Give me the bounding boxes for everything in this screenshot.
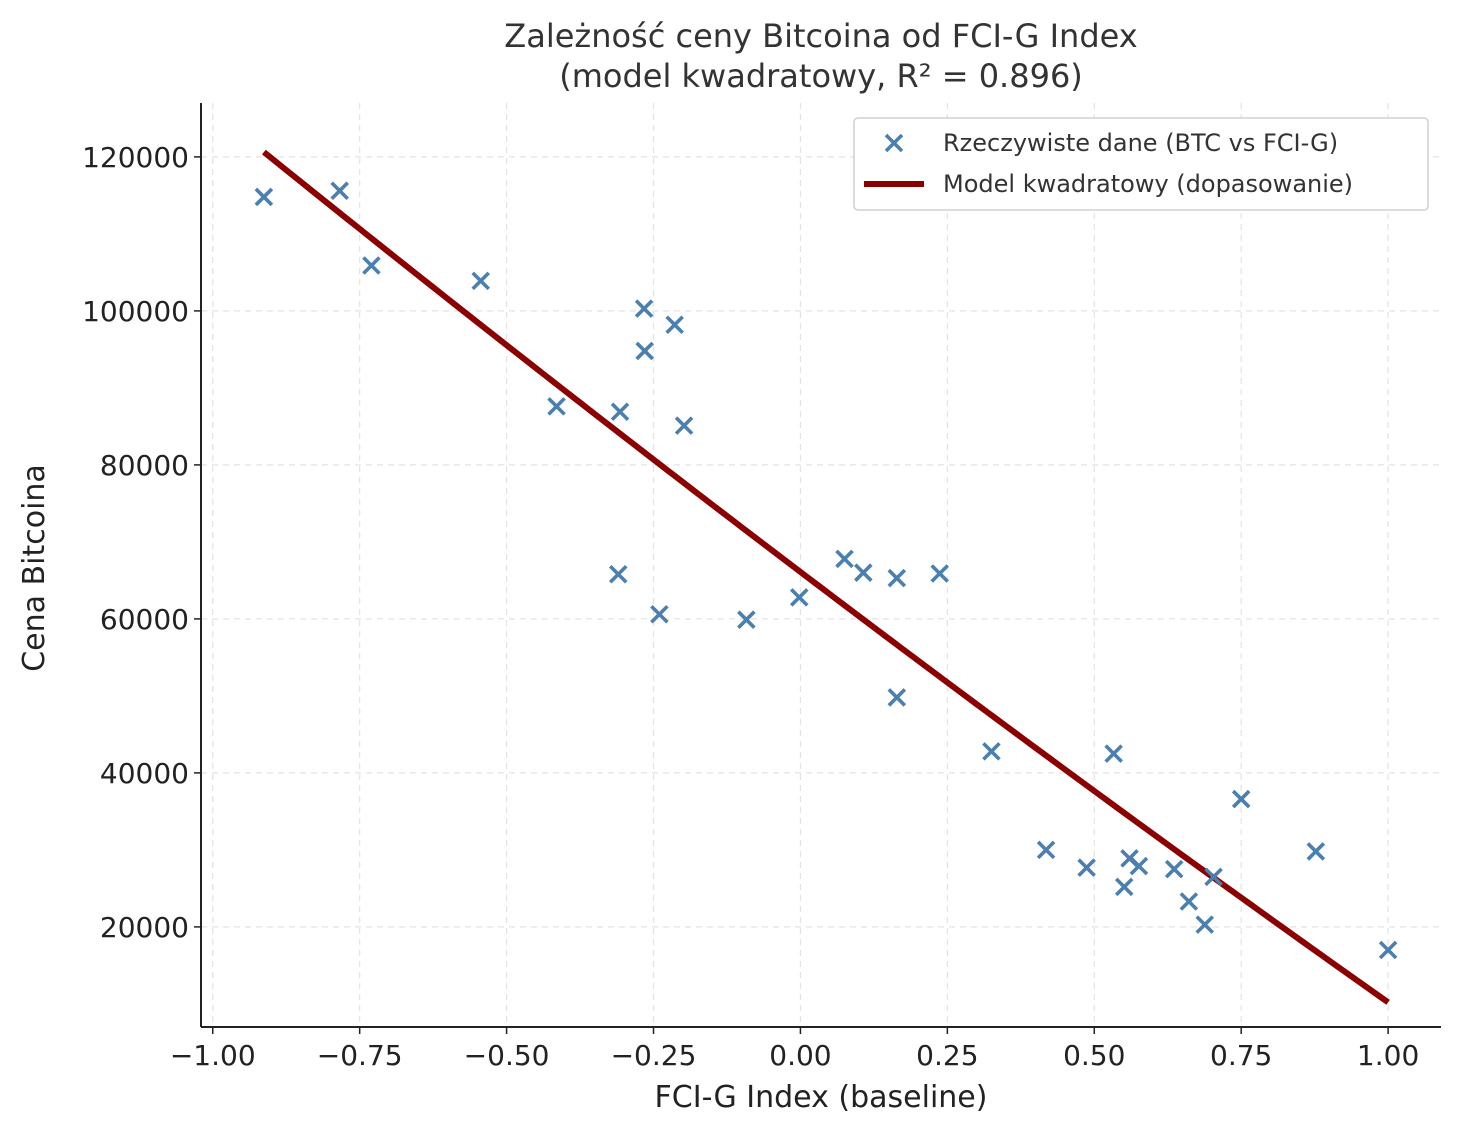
y-tick-label: 20000 (100, 911, 189, 944)
x-tick-label: 0.50 (1063, 1039, 1125, 1072)
x-tick-label: 0.75 (1210, 1039, 1272, 1072)
data-point (1129, 856, 1149, 876)
grid-layer (201, 103, 1441, 1027)
x-tick-label: 0.00 (769, 1039, 831, 1072)
chart-title: Zależność ceny Bitcoina od FCI-G Index (504, 17, 1137, 55)
data-point (1306, 842, 1326, 861)
data-point (362, 256, 381, 275)
data-point (982, 742, 1001, 761)
x-tick-label: −0.50 (464, 1039, 550, 1072)
data-point (635, 341, 654, 361)
data-point (1195, 915, 1215, 934)
data-point (665, 315, 684, 335)
chart-subtitle: (model kwadratowy, R² = 0.896) (559, 57, 1083, 95)
data-point (930, 564, 949, 583)
x-tick-label: −1.00 (170, 1039, 256, 1072)
legend-marker-scatter (884, 133, 904, 153)
data-point (608, 564, 628, 584)
data-point (1179, 892, 1199, 911)
data-point (1204, 867, 1223, 887)
data-point (887, 688, 907, 707)
points-layer (254, 181, 1398, 960)
data-point (854, 563, 873, 582)
legend-box (853, 117, 1429, 211)
legend: Rzeczywiste dane (BTC vs FCI-G) Model kw… (853, 117, 1429, 211)
data-point (471, 271, 491, 291)
y-tick-label: 80000 (100, 449, 189, 482)
data-point (254, 187, 274, 207)
data-point (674, 416, 694, 435)
y-tick-label: 40000 (100, 757, 189, 790)
y-tick-label: 120000 (82, 141, 189, 174)
data-point (330, 181, 349, 201)
x-tick-label: 1.00 (1357, 1039, 1419, 1072)
data-point (634, 299, 654, 318)
data-point (547, 397, 566, 416)
y-tick-label: 60000 (100, 603, 189, 636)
x-tick-label: −0.25 (611, 1039, 697, 1072)
data-point (610, 402, 630, 422)
fit-layer (261, 149, 1390, 1005)
x-tick-label: 0.25 (916, 1039, 978, 1072)
legend-label-scatter: Rzeczywiste dane (BTC vs FCI-G) (943, 129, 1338, 157)
legend-label-line: Model kwadratowy (dopasowanie) (943, 170, 1353, 198)
data-point (1378, 940, 1398, 960)
data-point (887, 568, 907, 588)
data-point (1104, 744, 1123, 763)
data-point (1231, 789, 1251, 809)
data-point (1164, 859, 1184, 879)
y-axis-label: Cena Bitcoina (17, 464, 52, 672)
data-point (789, 588, 809, 607)
data-point (1036, 840, 1056, 860)
data-point (650, 605, 669, 624)
data-point (835, 549, 854, 569)
data-point (1077, 858, 1096, 877)
data-point (737, 610, 756, 629)
x-ticks-layer: −1.00 −0.75 −0.50 −0.25 0.00 0.25 0.50 0.75 1.00 (170, 1027, 1419, 1072)
x-axis-label: FCI-G Index (baseline) (655, 1080, 988, 1115)
x-tick-label: −0.75 (317, 1039, 403, 1072)
y-tick-label: 100000 (82, 295, 189, 328)
fit-curve (261, 149, 1390, 1005)
data-point (1114, 877, 1134, 897)
y-ticks-layer: 20000 40000 60000 80000 100000 120000 (82, 141, 201, 944)
